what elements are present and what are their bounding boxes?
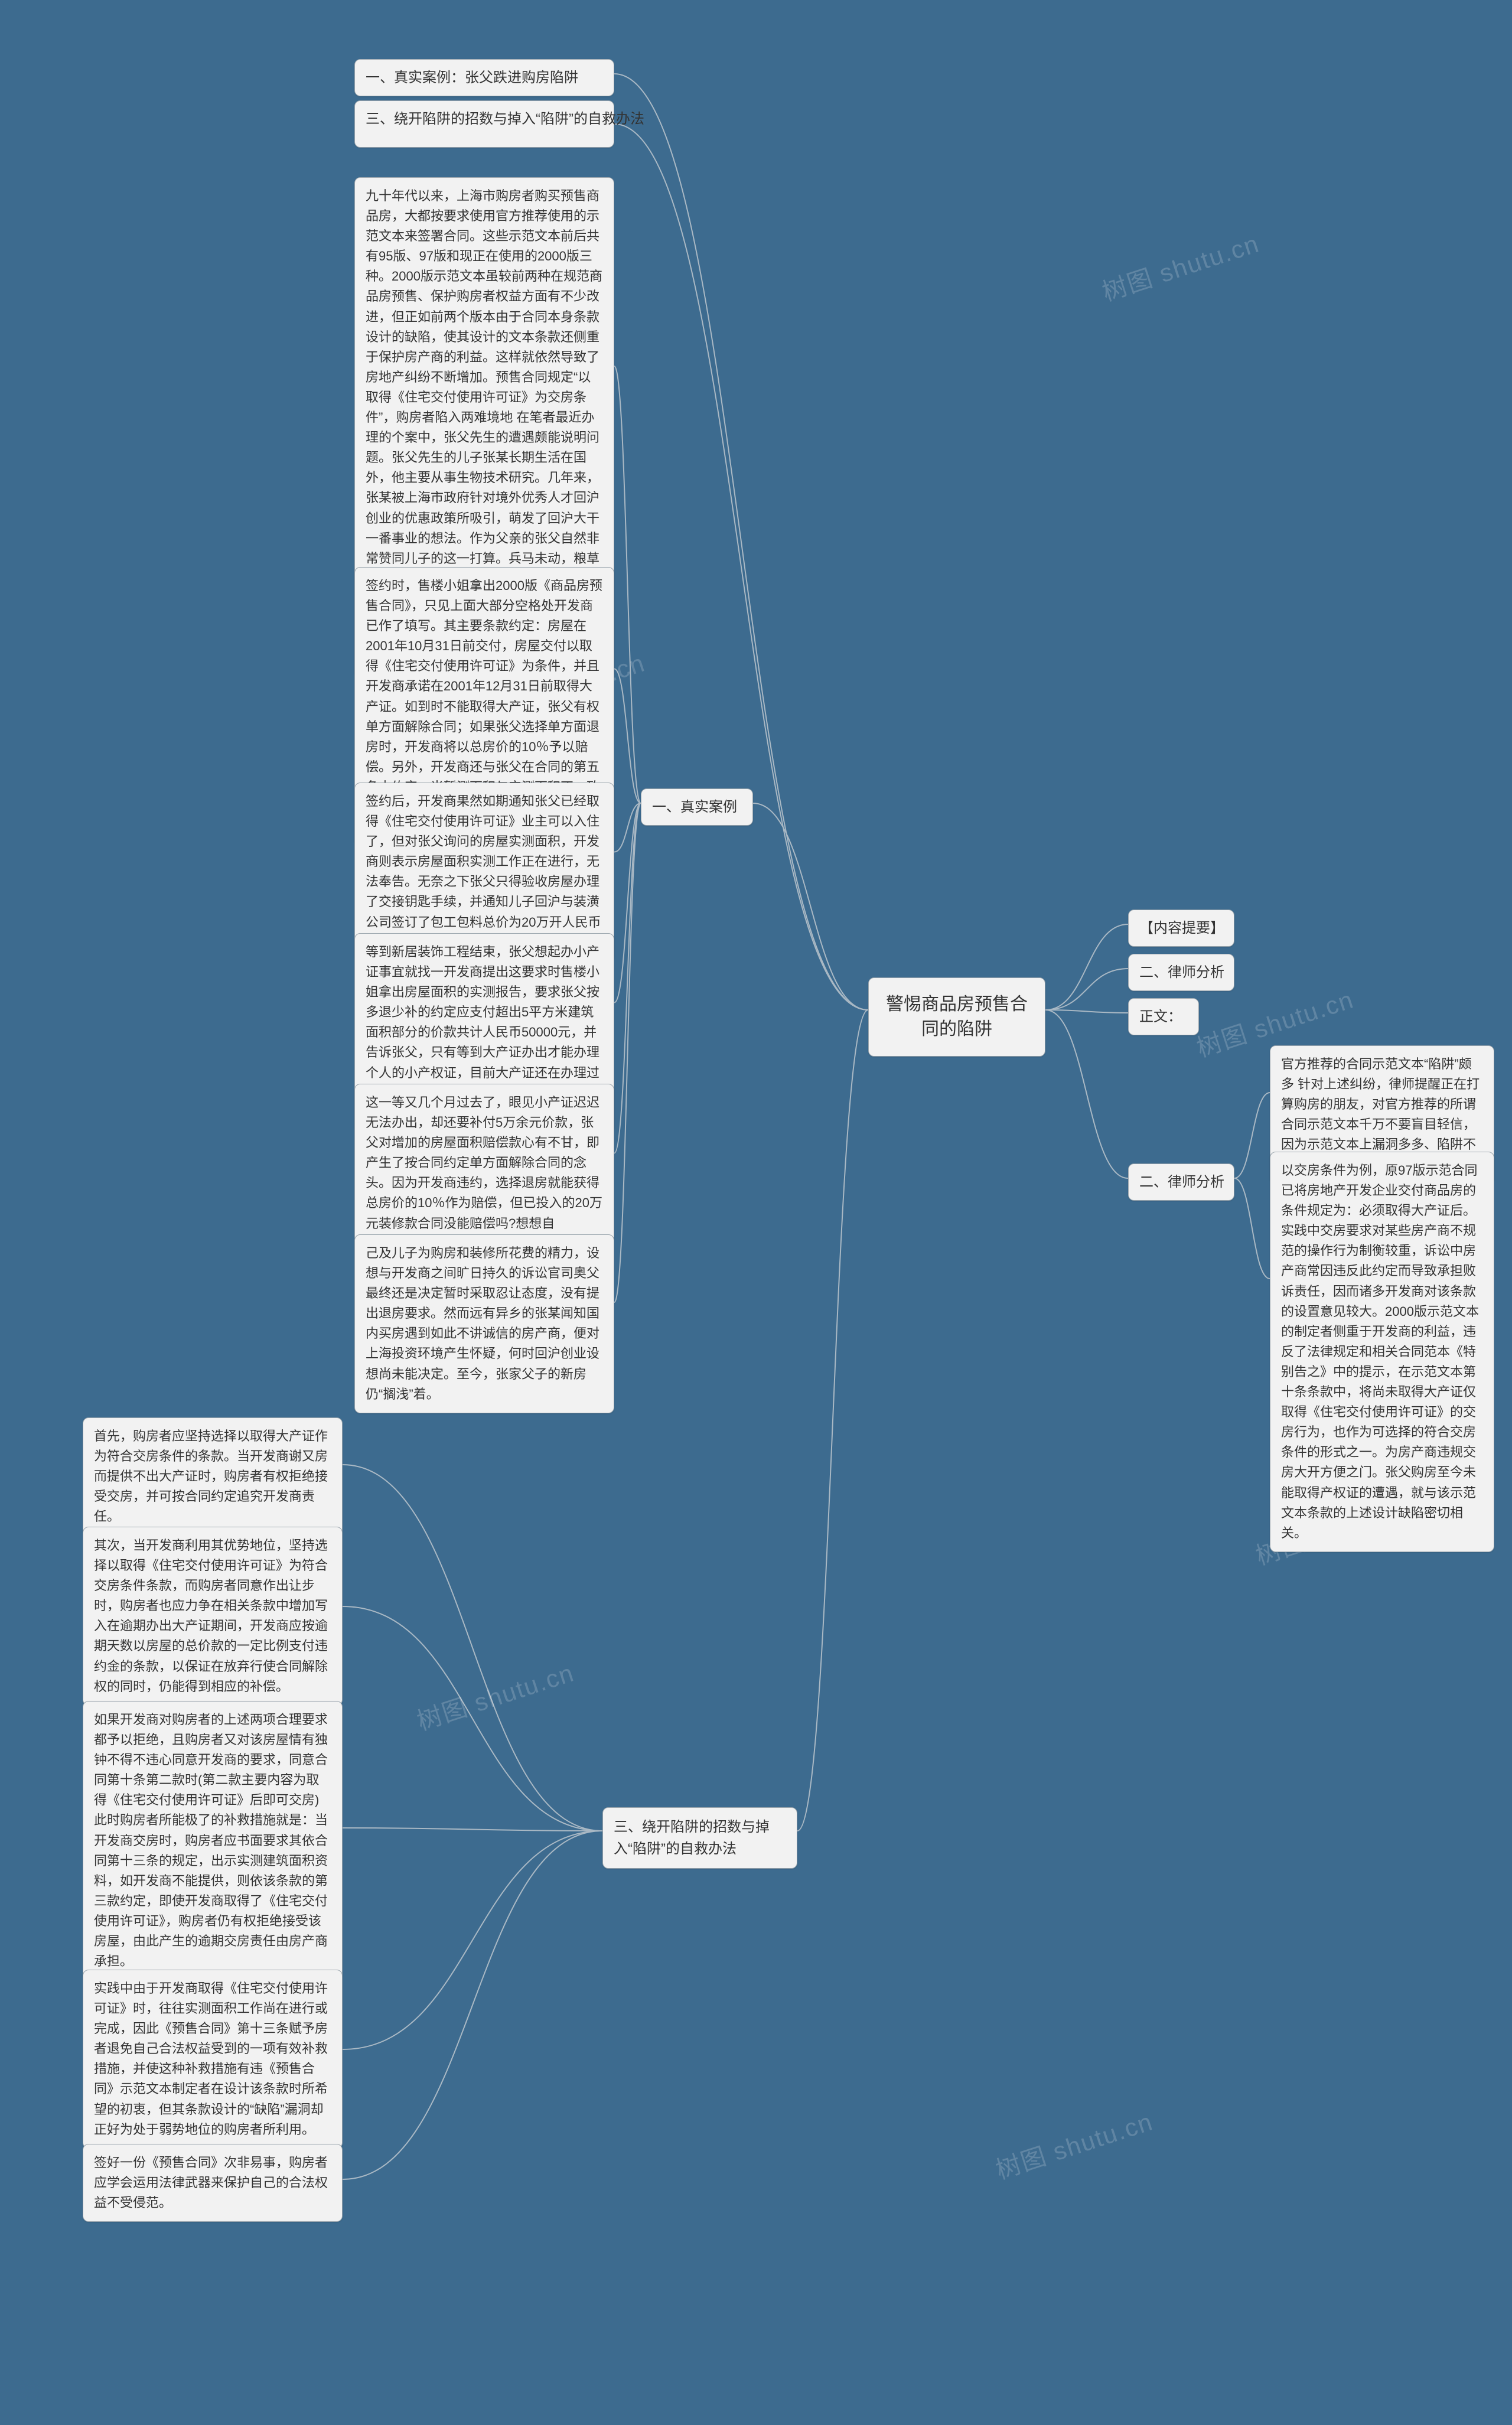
connector <box>343 1831 602 2179</box>
connector <box>343 1831 602 2049</box>
solution-block-1: 其次，当开发商利用其优势地位，坚持选择以取得《住宅交付使用许可证》为符合交房条件… <box>83 1527 343 1706</box>
connector <box>797 1010 868 1831</box>
connector <box>1045 1010 1128 1178</box>
solution-block-3: 实践中由于开发商取得《住宅交付使用许可证》时，往往实测面积工作尚在进行或完成，因… <box>83 1970 343 2149</box>
right-summary-item-1: 二、律师分析 <box>1128 954 1234 991</box>
connector <box>614 74 868 1010</box>
connector <box>753 803 868 1010</box>
watermark: 树图 shutu.cn <box>1097 224 1263 308</box>
right-summary-item-3: 二、律师分析 <box>1128 1163 1234 1201</box>
connector <box>614 803 641 1302</box>
top-heading-0: 一、真实案例：张父跌进购房陷阱 <box>354 59 614 96</box>
connector <box>614 803 641 1153</box>
right-summary-item-2: 正文： <box>1128 998 1199 1035</box>
connector <box>1045 924 1128 1010</box>
solution-heading: 三、绕开陷阱的招数与掉入“陷阱”的自救办法 <box>602 1807 797 1869</box>
watermark: 树图 shutu.cn <box>990 2102 1157 2186</box>
connector <box>343 1606 602 1831</box>
connector <box>1045 1010 1128 1013</box>
connector <box>614 803 641 1003</box>
case-block-5: 己及儿子为购房和装修所花费的精力，设想与开发商之间旷日持久的诉讼官司奥父最终还是… <box>354 1234 614 1413</box>
solution-block-0: 首先，购房者应坚持选择以取得大产证作为符合交房条件的条款。当开发商谢又房而提供不… <box>83 1417 343 1536</box>
solution-block-2: 如果开发商对购房者的上述两项合理要求都予以拒绝，且购房者又对该房屋情有独钟不得不… <box>83 1701 343 1980</box>
case-block-4: 这一等又几个月过去了，眼见小产证迟迟无法办出，却还要补付5万余元价款，张父对增加… <box>354 1084 614 1243</box>
connector <box>1045 969 1128 1010</box>
connector <box>614 366 641 803</box>
right-detail-block-1: 以交房条件为例，原97版示范合同已将房地产开发企业交付商品房的条件规定为：必须取… <box>1270 1152 1494 1552</box>
case-heading: 一、真实案例 <box>641 788 753 826</box>
connector <box>614 803 641 852</box>
connector <box>614 669 641 804</box>
connector <box>614 124 868 1010</box>
connector <box>343 1465 602 1831</box>
connector <box>343 1828 602 1831</box>
top-heading-1: 三、绕开陷阱的招数与掉入“陷阱”的自救办法 <box>354 100 614 148</box>
connector <box>1234 1093 1270 1178</box>
solution-block-4: 签好一份《预售合同》次非易事，购房者应学会运用法律武器来保护自己的合法权益不受侵… <box>83 2144 343 2222</box>
watermark: 树图 shutu.cn <box>412 1653 578 1738</box>
root-node: 警惕商品房预售合同的陷阱 <box>868 977 1045 1057</box>
right-summary-item-0: 【内容提要】 <box>1128 910 1234 947</box>
connector <box>1234 1178 1270 1279</box>
